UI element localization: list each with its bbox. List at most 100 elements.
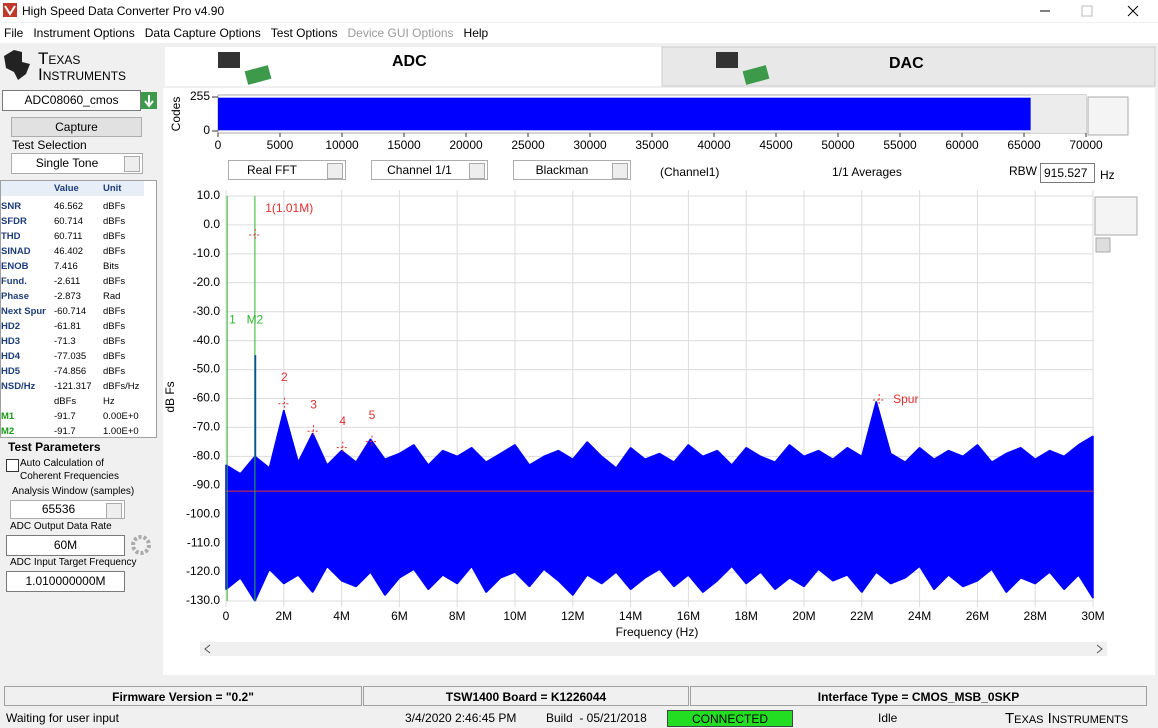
menu-item[interactable]: Data Capture Options bbox=[144, 26, 261, 40]
label: ADC Output Data Rate bbox=[10, 521, 112, 532]
table-header: Value Unit bbox=[1, 181, 144, 196]
table-row: Next Spur -60.714 dBFs bbox=[1, 304, 144, 319]
close-button[interactable] bbox=[1127, 5, 1139, 17]
tab-label[interactable]: ADC bbox=[392, 53, 427, 70]
table-row: SINAD 46.402 dBFs bbox=[1, 244, 144, 259]
fft-dropdown[interactable]: Real FFT bbox=[228, 160, 346, 180]
table-row: dBFs Hz bbox=[1, 394, 144, 409]
scroll-arrows[interactable] bbox=[204, 644, 1103, 654]
table-cell: Fund. bbox=[1, 276, 27, 287]
table-cell: 60.711 bbox=[54, 231, 83, 242]
status-datetime: 3/4/2020 2:46:45 PM bbox=[405, 711, 517, 725]
dac-icon bbox=[716, 52, 738, 68]
y-tick-label: -120.0 bbox=[186, 564, 220, 578]
axis-label: dB Fs bbox=[163, 381, 177, 412]
label-line: Auto Calculation of bbox=[20, 458, 104, 469]
x-tick-label: 12M bbox=[561, 609, 584, 623]
table-row: ENOB 7.416 Bits bbox=[1, 259, 144, 274]
rbw-label: RBW bbox=[1009, 164, 1037, 178]
table-cell: -61.81 bbox=[54, 321, 81, 332]
marker-label: 1(1.01M) bbox=[265, 201, 313, 215]
checkbox-label: Auto Calculation of Coherent Frequencies bbox=[20, 457, 119, 483]
menu-item[interactable]: File bbox=[4, 26, 24, 40]
tab-label[interactable]: DAC bbox=[889, 55, 924, 72]
device-field[interactable]: ADC08060_cmos bbox=[2, 90, 141, 111]
table-cell: -74.856 bbox=[54, 366, 87, 377]
fft-zoom-tools[interactable] bbox=[1094, 196, 1138, 236]
table-cell: M2 bbox=[1, 426, 15, 437]
table-cell: ENOB bbox=[1, 261, 29, 272]
table-cell: -91.7 bbox=[54, 411, 76, 422]
menu-item[interactable]: Help bbox=[463, 26, 489, 40]
table-cell: Next Spur bbox=[1, 306, 46, 317]
capture-zoom-tools[interactable] bbox=[1087, 96, 1129, 136]
menu-item[interactable]: Test Options bbox=[270, 26, 338, 40]
status-message: Waiting for user input bbox=[6, 711, 119, 725]
x-tick-label: 28M bbox=[1024, 609, 1047, 623]
x-tick-label: 4M bbox=[333, 609, 350, 623]
table-row: M1 -91.7 0.00E+0 bbox=[1, 409, 144, 424]
marker-cross bbox=[873, 393, 886, 406]
gear-icon[interactable] bbox=[131, 535, 151, 555]
table-row: Fund. -2.611 dBFs bbox=[1, 274, 144, 289]
x-tick-label: 65000 bbox=[1007, 138, 1041, 152]
h-scrollbar[interactable] bbox=[200, 642, 1107, 656]
capture-button[interactable]: Capture bbox=[11, 117, 142, 137]
table-cell: -2.611 bbox=[54, 276, 81, 287]
table-row: Phase -2.873 Rad bbox=[1, 289, 144, 304]
x-tick-label: 18M bbox=[735, 609, 758, 623]
y-tick-label: -60.0 bbox=[193, 391, 221, 405]
x-tick-label: 35000 bbox=[635, 138, 669, 152]
table-row: SFDR 60.714 dBFs bbox=[1, 214, 144, 229]
status-state: Idle bbox=[878, 711, 898, 725]
x-tick-label: 30M bbox=[1081, 609, 1104, 623]
results-table: Value Unit SNR 46.562 dBFs SFDR 60.714 dBFs THD 6… bbox=[0, 180, 157, 438]
table-cell: -77.035 bbox=[54, 351, 87, 362]
marker-cross bbox=[249, 229, 262, 242]
x-tick-label: 6M bbox=[391, 609, 408, 623]
label: ADC Input Target Frequency bbox=[10, 557, 137, 568]
unused-region bbox=[1030, 95, 1086, 133]
table-cell: -2.873 bbox=[54, 291, 81, 302]
menu-item[interactable]: Instrument Options bbox=[33, 26, 135, 40]
y-tick-label: -100.0 bbox=[186, 506, 220, 520]
marker-cross bbox=[278, 397, 291, 410]
x-tick-label: 40000 bbox=[697, 138, 731, 152]
header-cell: Unit bbox=[103, 183, 122, 194]
test-dropdown[interactable]: Single Tone bbox=[11, 153, 143, 174]
dac-tab[interactable] bbox=[661, 46, 1156, 87]
x-tick-label: 26M bbox=[966, 609, 989, 623]
menu-item[interactable]: Device GUI Options bbox=[347, 26, 454, 40]
menu-bar bbox=[0, 23, 1158, 43]
target-field[interactable]: 1.010000000M bbox=[6, 571, 125, 592]
x-tick-label: 8M bbox=[449, 609, 466, 623]
averages-label: 1/1 Averages bbox=[832, 165, 902, 179]
window-type-dropdown[interactable]: Blackman bbox=[513, 160, 631, 180]
table-row: M2 -91.7 1.00E+0 bbox=[1, 424, 144, 437]
table-cell: Rad bbox=[103, 291, 121, 302]
rate-field[interactable]: 60M bbox=[6, 535, 125, 556]
checkbox[interactable] bbox=[6, 459, 19, 472]
x-tick-label: 24M bbox=[908, 609, 931, 623]
fft-reset-tool[interactable] bbox=[1095, 237, 1111, 253]
x-tick-label: 50000 bbox=[821, 138, 855, 152]
table-cell: SFDR bbox=[1, 216, 27, 227]
window-title: High Speed Data Converter Pro v4.90 bbox=[22, 4, 225, 18]
channel-dropdown[interactable]: Channel 1/1 bbox=[371, 160, 488, 180]
x-tick-label: 16M bbox=[677, 609, 700, 623]
table-cell: SINAD bbox=[1, 246, 31, 257]
table-cell: NSD/Hz bbox=[1, 381, 36, 392]
y-tick-label: -40.0 bbox=[193, 333, 221, 347]
logo-line: Texas bbox=[38, 49, 81, 68]
y-tick-label: -30.0 bbox=[193, 304, 221, 318]
ti-logo-shape bbox=[4, 50, 30, 80]
window-dropdown[interactable]: 65536 bbox=[10, 500, 125, 519]
capture-band bbox=[218, 97, 1031, 131]
table-cell: dBFs/Hz bbox=[103, 381, 140, 392]
y-tick-label: -70.0 bbox=[193, 420, 221, 434]
rbw-unit: Hz bbox=[1100, 168, 1115, 182]
app-icon bbox=[3, 3, 17, 17]
y-tick-label: -130.0 bbox=[186, 593, 220, 607]
maximize-button[interactable] bbox=[1081, 5, 1093, 17]
x-tick-label: 10M bbox=[503, 609, 526, 623]
